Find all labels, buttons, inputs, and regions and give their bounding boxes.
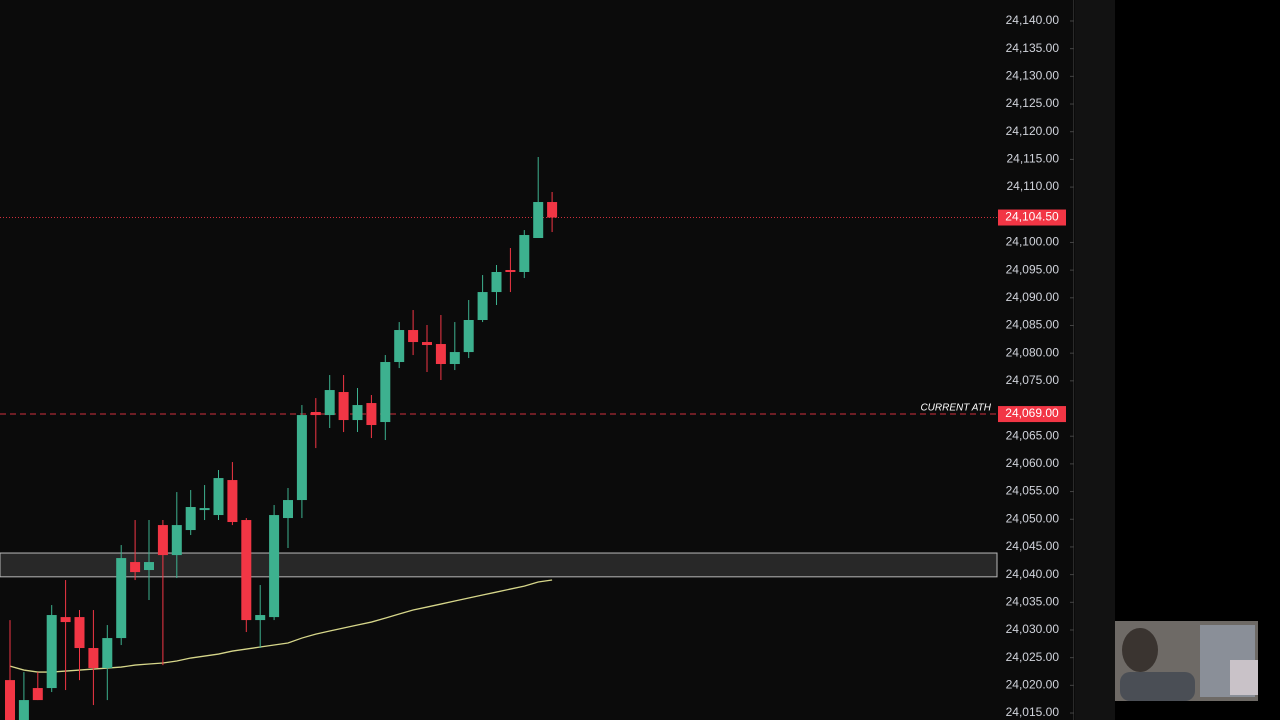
y-tick-label: 24,065.00 <box>1006 428 1060 442</box>
candle-body <box>324 390 335 416</box>
candle-body <box>477 292 488 320</box>
y-tick-label: 24,020.00 <box>1006 678 1060 692</box>
candle-body <box>408 330 419 343</box>
candle-body <box>227 480 238 523</box>
candle-body <box>422 342 432 346</box>
candle-body <box>144 562 154 571</box>
webcam-cloth <box>1230 660 1258 695</box>
candle-body <box>519 235 530 272</box>
candle-body <box>283 500 293 519</box>
y-tick-label: 24,085.00 <box>1006 318 1060 332</box>
y-tick-label: 24,110.00 <box>1007 179 1060 193</box>
y-tick-label: 24,035.00 <box>1006 594 1060 608</box>
y-tick-label: 24,140.00 <box>1006 13 1060 27</box>
y-tick-label: 24,050.00 <box>1006 511 1060 525</box>
price-label: 24,104.50 <box>1005 210 1059 224</box>
annotation: CURRENT ATH <box>920 403 991 414</box>
candle-body <box>533 202 544 239</box>
y-tick-label: 24,040.00 <box>1006 567 1060 581</box>
candle-body <box>255 615 266 621</box>
y-tick-label: 24,115.00 <box>1007 152 1060 166</box>
y-tick-label: 24,025.00 <box>1006 650 1060 664</box>
candle-body <box>157 525 168 556</box>
y-tick-label: 24,030.00 <box>1006 622 1060 636</box>
candle-body <box>338 392 349 421</box>
y-tick-label: 24,055.00 <box>1006 484 1060 498</box>
webcam-head <box>1122 628 1158 672</box>
plot-background <box>0 0 1074 720</box>
y-tick-label: 24,080.00 <box>1006 345 1060 359</box>
moving-average <box>9 579 553 673</box>
candle-body <box>435 344 446 365</box>
y-tick-label: 24,045.00 <box>1006 539 1060 553</box>
candle-body <box>102 638 113 669</box>
y-tick-label: 24,060.00 <box>1006 456 1060 470</box>
candle-body <box>547 202 558 218</box>
candle-body <box>491 272 502 293</box>
candle-body <box>449 352 460 365</box>
y-tick-label: 24,135.00 <box>1006 41 1060 55</box>
y-tick-label: 24,095.00 <box>1006 262 1060 276</box>
candle-body <box>241 520 252 621</box>
candle-body <box>505 270 516 272</box>
y-tick-label: 24,090.00 <box>1006 290 1060 304</box>
candle-body <box>88 648 99 669</box>
y-tick-label: 24,125.00 <box>1006 96 1060 110</box>
candle-body <box>213 478 224 516</box>
candle-body <box>366 403 377 426</box>
side-strip <box>1075 0 1115 720</box>
candle-body <box>380 362 391 423</box>
y-tick-label: 24,075.00 <box>1006 373 1060 387</box>
candle-body <box>116 558 127 639</box>
price-label-box <box>998 406 1066 423</box>
candle-body <box>46 615 57 689</box>
candle-body <box>463 320 474 353</box>
right-panel <box>1115 0 1280 720</box>
y-tick-label: 24,130.00 <box>1006 69 1060 83</box>
y-tick-label: 24,120.00 <box>1006 124 1060 138</box>
candle-body <box>352 405 363 421</box>
y-tick-label: 24,100.00 <box>1006 235 1060 249</box>
candle-body <box>310 412 321 416</box>
candle-body <box>185 507 196 531</box>
candle-body <box>18 700 29 720</box>
price-label: 24,069.00 <box>1005 406 1059 420</box>
webcam-body <box>1120 672 1195 701</box>
candle-body <box>60 617 71 623</box>
candle-body <box>32 688 43 701</box>
candle-body <box>394 330 405 363</box>
webcam <box>1115 621 1258 701</box>
candle-body <box>171 525 182 556</box>
candle-body <box>296 415 307 501</box>
candle-body <box>199 508 210 511</box>
price-label-box <box>998 209 1066 226</box>
candle-body <box>269 515 280 618</box>
y-tick-label: 24,015.00 <box>1006 705 1060 719</box>
candle-body <box>5 680 15 720</box>
candle-body <box>74 617 85 649</box>
candle-body <box>130 562 141 573</box>
